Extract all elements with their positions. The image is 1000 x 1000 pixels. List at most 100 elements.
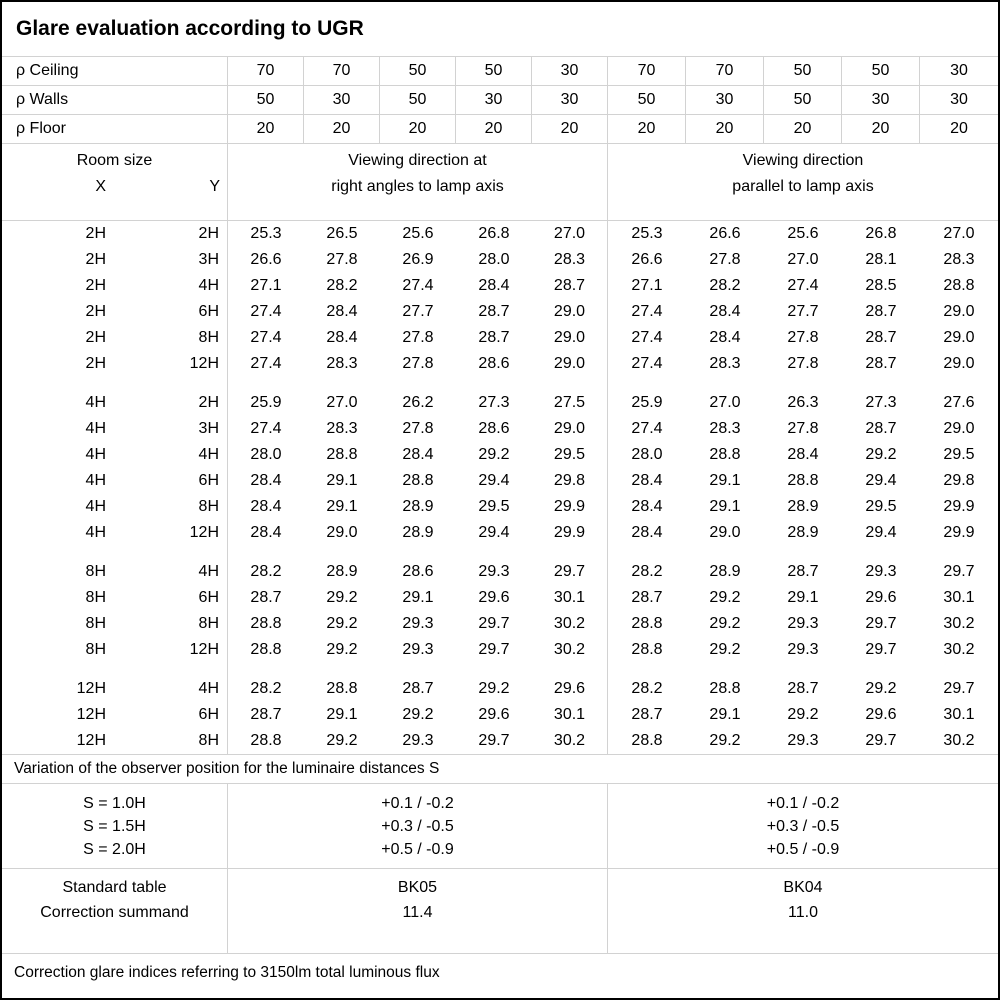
ugr-value: 29.0 — [532, 325, 608, 351]
ugr-value: 28.7 — [478, 303, 510, 320]
gap-left-col — [228, 663, 608, 676]
ugr-value: 28.7 — [532, 273, 608, 299]
room-x: 12H — [76, 732, 106, 749]
ugr-value: 28.7 — [250, 589, 282, 606]
ugr-value: 29.2 — [709, 732, 741, 749]
room-x: 4H — [85, 524, 106, 541]
ugr-value: 27.8 — [787, 355, 819, 372]
ugr-value: 27.0 — [709, 394, 741, 411]
ugr-value: 28.9 — [787, 524, 819, 541]
gap-right-col — [608, 546, 998, 559]
block-gap — [2, 546, 998, 559]
standard-left-column: BK05 11.4 — [228, 869, 608, 953]
ugr-value: 28.9 — [326, 563, 358, 580]
reflectance-value: 30 — [532, 86, 608, 114]
ugr-row: 4H 4H 28.0 28.8 28.4 29.2 29.5 28.0 28.8 28.4 29.2… — [2, 442, 998, 468]
ugr-value: 30.2 — [943, 732, 975, 749]
ugr-value: 28.4 — [478, 277, 510, 294]
ugr-value: 29.2 — [709, 615, 741, 632]
ugr-value: 28.7 — [787, 563, 819, 580]
footer-note: Correction glare indices referring to 31… — [14, 964, 440, 981]
block-gap — [2, 377, 998, 390]
ugr-value: 26.9 — [402, 251, 434, 268]
reflectance-value: 20 — [228, 115, 304, 143]
ugr-value: 29.0 — [943, 303, 975, 320]
ugr-value: 29.0 — [532, 351, 608, 377]
ugr-value: 26.6 — [250, 251, 282, 268]
reflectance-value: 50 — [608, 86, 686, 114]
ugr-value: 29.7 — [865, 732, 897, 749]
ugr-value: 29.2 — [865, 446, 897, 463]
ugr-value: 27.0 — [326, 394, 358, 411]
ugr-value: 28.8 — [631, 615, 663, 632]
ugr-value: 27.0 — [532, 221, 608, 247]
ugr-value: 28.7 — [787, 680, 819, 697]
ugr-value: 29.9 — [943, 498, 975, 515]
ugr-value: 27.4 — [631, 420, 663, 437]
ugr-value: 29.8 — [943, 472, 975, 489]
reflectance-value: 20 — [764, 115, 842, 143]
ugr-row: 2H 3H 26.6 27.8 26.9 28.0 28.3 26.6 27.8 27.0 28.1… — [2, 247, 998, 273]
ugr-value: 28.4 — [326, 329, 358, 346]
standard-label: Standard table — [62, 879, 167, 896]
ugr-value: 28.6 — [478, 355, 510, 372]
standard-right-value: 11.0 — [788, 904, 818, 921]
ugr-value: 29.2 — [326, 589, 358, 606]
ugr-row: 2H 8H 27.4 28.4 27.8 28.7 29.0 27.4 28.4 27.8 28.7… — [2, 325, 998, 351]
ugr-value: 29.6 — [532, 676, 608, 702]
room-y: 8H — [132, 611, 228, 637]
room-x: 4H — [85, 472, 106, 489]
room-y: 6H — [132, 702, 228, 728]
spacing-label: S = 2.0H — [83, 841, 146, 858]
spacing-right-value: +0.3 / -0.5 — [766, 818, 840, 835]
ugr-value: 29.9 — [532, 520, 608, 546]
ugr-value: 29.3 — [787, 732, 819, 749]
ugr-value: 28.8 — [709, 680, 741, 697]
room-y: 4H — [132, 273, 228, 299]
room-y: 6H — [132, 585, 228, 611]
ugr-row: 4H 8H 28.4 29.1 28.9 29.5 29.9 28.4 29.1 28.9 29.5… — [2, 494, 998, 520]
ugr-value: 28.6 — [478, 420, 510, 437]
room-y: 12H — [132, 637, 228, 663]
spacing-right-column: +0.1 / -0.2 +0.3 / -0.5 +0.5 / -0.9 — [608, 784, 998, 868]
ugr-value: 27.8 — [709, 251, 741, 268]
ugr-value: 28.8 — [709, 446, 741, 463]
room-y: 4H — [132, 559, 228, 585]
reflectance-row: ρ Floor 20 20 20 20 20 20 20 20 20 20 — [2, 115, 998, 144]
ugr-value: 29.0 — [943, 355, 975, 372]
right-viewing-heading: Viewing direction parallel to lamp axis — [608, 144, 998, 220]
left-viewing-heading: Viewing direction at right angles to lam… — [228, 144, 608, 220]
reflectance-value: 70 — [608, 57, 686, 85]
ugr-value: 28.8 — [250, 615, 282, 632]
reflectance-value: 30 — [842, 86, 920, 114]
room-y: 6H — [132, 299, 228, 325]
ugr-value: 27.5 — [532, 390, 608, 416]
ugr-value: 28.2 — [631, 680, 663, 697]
ugr-value: 28.4 — [709, 303, 741, 320]
page-title: Glare evaluation according to UGR — [16, 17, 364, 40]
ugr-row: 8H 12H 28.8 29.2 29.3 29.7 30.2 28.8 29.2 29.3 29.… — [2, 637, 998, 663]
ugr-row: 12H 8H 28.8 29.2 29.3 29.7 30.2 28.8 29.2 29.3 29.… — [2, 728, 998, 754]
ugr-value: 28.8 — [787, 472, 819, 489]
ugr-value: 29.5 — [478, 498, 510, 515]
ugr-value: 29.0 — [943, 329, 975, 346]
ugr-value: 28.8 — [326, 446, 358, 463]
spacing-left-value: +0.1 / -0.2 — [381, 795, 454, 812]
y-axis-label: Y — [209, 178, 220, 195]
reflectance-row: ρ Walls 50 30 50 30 30 50 30 50 30 30 — [2, 86, 998, 115]
ugr-value: 25.3 — [631, 225, 663, 242]
ugr-value: 29.7 — [478, 615, 510, 632]
room-x: 2H — [85, 225, 106, 242]
spacing-right-value: +0.5 / -0.9 — [766, 841, 840, 858]
room-x: 4H — [85, 498, 106, 515]
ugr-value: 26.2 — [402, 394, 434, 411]
reflectance-value: 20 — [842, 115, 920, 143]
x-axis-label: X — [95, 178, 106, 195]
room-y: 12H — [132, 351, 228, 377]
room-x: 12H — [76, 680, 106, 697]
ugr-value: 27.1 — [631, 277, 663, 294]
reflectance-value: 20 — [532, 115, 608, 143]
room-y: 3H — [132, 247, 228, 273]
room-x: 2H — [85, 277, 106, 294]
